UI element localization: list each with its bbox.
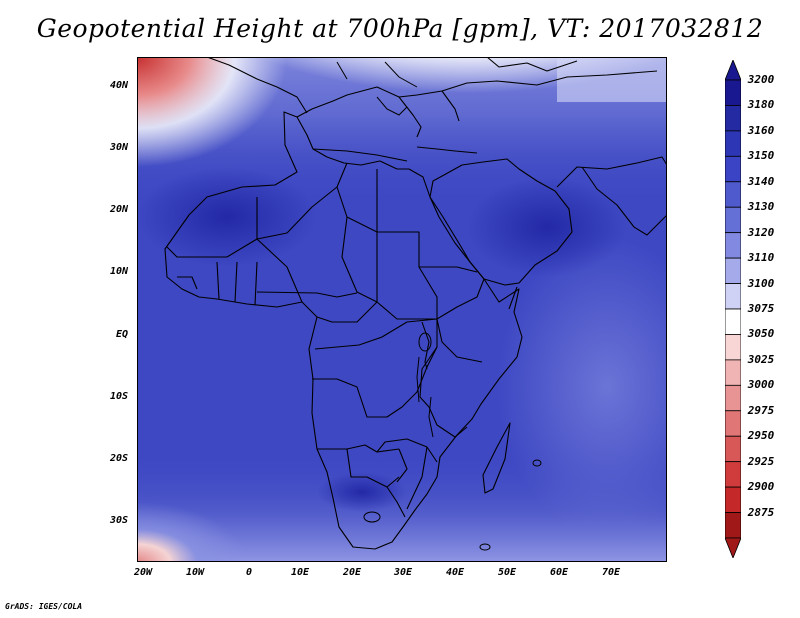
colorbar-swatch xyxy=(725,461,741,488)
colorbar-swatch xyxy=(725,130,741,157)
arabia-dark-area xyxy=(467,177,627,277)
lon-label: 20E xyxy=(343,567,362,578)
lon-label: 10E xyxy=(291,567,310,578)
colorbar-swatch xyxy=(725,486,741,513)
colorbar-level-label: 3140 xyxy=(747,174,775,188)
colorbar-swatch xyxy=(725,79,741,106)
colorbar-level-label: 2975 xyxy=(747,403,775,417)
map-frame xyxy=(137,57,667,562)
colorbar-swatch xyxy=(725,232,741,259)
colorbar-level-label: 3130 xyxy=(747,200,775,214)
lon-label: 0 xyxy=(246,567,253,578)
colorbar-level-label: 2950 xyxy=(747,429,775,443)
colorbar-level-label: 3050 xyxy=(747,327,775,341)
colorbar-swatch xyxy=(725,181,741,208)
colorbar xyxy=(725,60,741,558)
lat-label: 30N xyxy=(109,142,128,153)
colorbar-level-label: 2900 xyxy=(747,480,775,494)
colorbar-swatch xyxy=(725,257,741,284)
colorbar-top-arrow xyxy=(725,60,741,81)
lon-label: 40E xyxy=(446,567,465,578)
colorbar-level-label: 2875 xyxy=(747,505,775,519)
lat-label: 10S xyxy=(109,391,128,402)
colorbar-swatch xyxy=(725,105,741,132)
colorbar-swatch xyxy=(725,410,741,437)
southwest-warm-corner xyxy=(137,502,247,562)
colorbar-level-label: 3180 xyxy=(747,98,775,112)
colorbar-level-label: 3120 xyxy=(747,225,775,239)
colorbar-swatch xyxy=(725,334,741,361)
lakes-and-small-islands xyxy=(336,61,542,551)
colorbar-level-label: 3200 xyxy=(747,73,775,86)
northwest-warm-corner xyxy=(137,57,287,167)
geopotential-height-map xyxy=(137,57,667,562)
colorbar-bottom-arrow xyxy=(725,537,741,558)
lat-label: EQ xyxy=(115,329,128,340)
lon-label: 50E xyxy=(498,567,517,578)
lat-label: 10N xyxy=(109,266,128,277)
colorbar-level-label: 3000 xyxy=(747,378,775,392)
colorbar-swatch xyxy=(725,283,741,310)
colorbar-level-label: 3160 xyxy=(747,123,775,137)
lat-label: 20S xyxy=(109,453,128,464)
colorbar-level-label: 3100 xyxy=(747,276,775,290)
lon-label: 20W xyxy=(134,567,153,578)
lat-label: 40N xyxy=(109,80,128,91)
colorbar-swatch xyxy=(725,435,741,463)
colorbar-swatch xyxy=(725,155,741,183)
lat-label: 30S xyxy=(109,515,128,526)
map-title: Geopotential Height at 700hPa [gpm], VT:… xyxy=(36,14,764,43)
colorbar-level-label: 3110 xyxy=(747,251,775,265)
coastlines-and-borders xyxy=(164,57,667,550)
colorbar-swatch xyxy=(725,308,741,335)
lat-label: 20N xyxy=(109,204,128,215)
northeast-pale-patch xyxy=(557,57,667,102)
lon-label: 30E xyxy=(394,567,413,578)
eastern-ocean-pale-area xyxy=(497,237,667,537)
colorbar-level-label: 3025 xyxy=(747,352,775,366)
lon-label: 60E xyxy=(550,567,569,578)
colorbar-swatch xyxy=(725,384,741,412)
colorbar-level-label: 3150 xyxy=(747,149,775,163)
grads-credit: GrADS: IGES/COLA xyxy=(5,602,83,611)
lon-label: 70E xyxy=(602,567,621,578)
north-warm-anomaly xyxy=(187,57,667,177)
colorbar-level-label: 3075 xyxy=(747,302,775,315)
colorbar-swatch xyxy=(725,206,741,234)
colorbar-swatch xyxy=(725,512,741,539)
colorbar-level-label: 2925 xyxy=(747,454,775,468)
southern-africa-dark-area xyxy=(317,472,407,512)
sahara-dark-area xyxy=(137,167,317,267)
colorbar-swatch xyxy=(725,359,741,386)
lon-label: 10W xyxy=(186,567,205,578)
